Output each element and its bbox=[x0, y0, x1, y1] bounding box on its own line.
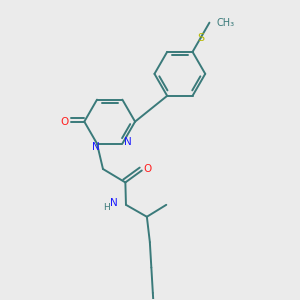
Text: O: O bbox=[60, 117, 68, 127]
Text: O: O bbox=[143, 164, 151, 174]
Text: S: S bbox=[197, 33, 204, 43]
Text: N: N bbox=[92, 142, 99, 152]
Text: H: H bbox=[103, 203, 110, 212]
Text: N: N bbox=[110, 198, 118, 208]
Text: CH₃: CH₃ bbox=[217, 18, 235, 28]
Text: N: N bbox=[124, 137, 132, 147]
